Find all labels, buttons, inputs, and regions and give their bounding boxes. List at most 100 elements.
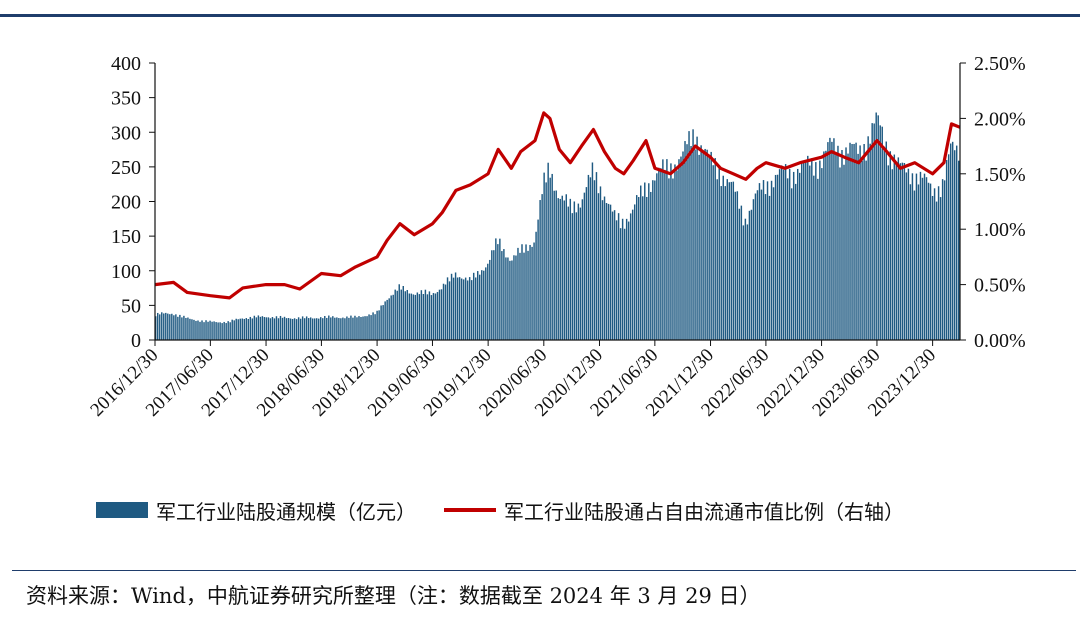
bar [565,194,567,340]
bar [515,255,517,340]
bar [587,174,590,340]
bar [782,169,785,340]
bar [177,316,179,340]
bar [825,150,827,340]
bar [955,145,958,340]
bar [790,188,793,340]
bar [279,315,282,340]
bar [505,257,507,340]
bar [644,182,646,340]
bar [625,218,628,340]
bar [613,210,616,340]
bar [927,182,930,340]
bar [807,155,809,340]
bar [646,196,648,340]
bar [424,289,427,340]
bar [945,159,948,340]
bar [485,267,487,340]
bar [567,206,570,340]
bar [477,271,479,340]
bar [205,320,207,340]
bar [386,299,388,340]
bar [364,316,366,340]
bar [547,162,549,340]
bar [742,225,745,340]
bar [368,314,370,340]
bar [780,165,783,340]
bar [185,317,187,340]
bar [792,171,795,340]
bar [183,315,185,340]
bar [819,160,821,340]
bar [472,272,475,340]
bar [654,180,656,340]
bar [734,191,737,340]
legend: 军工行业陆股通规模（亿元） 军工行业陆股通占自由流通市值比例（右轴） [96,492,996,528]
bar [702,152,704,340]
bar [859,145,861,340]
bar [551,173,553,340]
right-tick-label: 1.50% [974,164,1026,186]
bar [724,186,726,340]
bar [575,212,578,340]
bar [410,293,413,340]
bar [573,201,576,340]
bar [760,189,763,340]
bar [611,211,614,340]
bar [237,319,239,340]
bar [223,321,225,340]
bar [915,173,918,340]
bar [446,277,449,340]
bar [342,317,344,340]
bar [813,175,815,340]
bar [285,318,288,340]
bar [835,154,837,340]
bar [823,151,825,340]
bar [450,273,453,340]
bar [748,210,751,340]
bar [338,318,340,340]
bar [529,244,531,340]
bar [265,317,268,340]
bar [354,315,356,340]
bar [650,191,652,340]
bar [267,317,270,340]
bar [827,142,829,340]
bar [440,289,443,340]
bar [316,318,318,340]
bar [668,178,670,340]
bar [523,252,525,340]
bar [847,153,849,340]
bar [905,172,908,340]
bar [456,277,459,340]
bar [738,208,741,340]
bar [664,169,666,340]
bar [770,180,773,340]
bar [394,289,396,340]
bar [786,178,789,340]
left-tick-label: 350 [111,88,141,110]
bar [720,186,722,340]
bar [907,168,910,340]
bar [241,318,243,340]
bar [444,284,447,340]
bar [619,228,622,340]
bar [295,319,298,340]
bar [398,284,400,340]
bar [585,187,588,340]
bar [891,169,894,340]
bar [555,190,557,340]
legend-item-bar: 军工行业陆股通规模（亿元） [96,496,416,525]
bar [169,314,171,340]
bar [281,317,284,340]
bar [299,318,302,340]
bar [941,179,944,340]
bar [923,173,926,340]
bar [545,182,547,340]
bar [291,318,294,340]
bar [495,238,497,340]
bar [873,123,875,341]
bar [682,151,684,340]
bar [396,290,398,340]
bar [571,213,574,340]
